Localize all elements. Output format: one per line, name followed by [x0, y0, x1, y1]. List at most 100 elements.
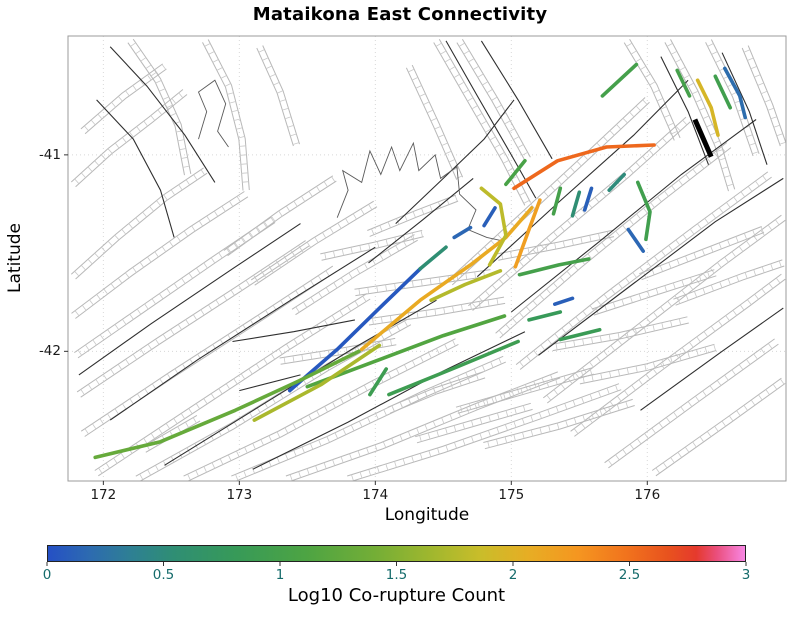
- fault-subsection-tick: [689, 341, 694, 348]
- fault-subsection-tick: [685, 174, 691, 180]
- fault-subsection-tick: [715, 59, 722, 63]
- fault-subsection-tick: [404, 320, 408, 327]
- fault-subsection-tick: [513, 421, 517, 428]
- fault-subsection-tick: [178, 184, 183, 191]
- fault-subsection-tick: [102, 374, 108, 380]
- fault-subsection-tick: [497, 412, 500, 420]
- fault-subsection-tick: [591, 412, 594, 419]
- fault-subsection-tick: [635, 58, 642, 63]
- fault-subsection-tick: [513, 434, 516, 441]
- fault-subsection-tick: [230, 289, 235, 296]
- fault-subsection-tick: [560, 225, 565, 232]
- rupture-segment: [452, 225, 473, 240]
- fault-subsection-tick: [180, 413, 186, 420]
- fault-subsection-tick: [427, 432, 431, 440]
- fault-subsection-tick: [568, 322, 574, 328]
- fault-subsection-tick: [706, 157, 712, 164]
- fault-subsection-tick: [241, 172, 249, 174]
- fault-subsection-tick: [533, 350, 539, 356]
- fault-band-edge: [673, 259, 783, 300]
- fault-subsection-tick: [308, 329, 314, 336]
- fault-subsection-tick: [693, 252, 697, 259]
- fault-subsection-tick: [539, 294, 545, 300]
- coastline: [336, 141, 505, 242]
- fault-subsection-tick: [711, 51, 718, 55]
- fault-subsection-tick: [333, 282, 338, 289]
- fault-subsection-tick: [371, 228, 375, 235]
- fault-subsection-tick: [375, 413, 379, 420]
- fault-subsection-tick: [582, 376, 585, 384]
- fault-subsection-tick: [350, 247, 353, 254]
- rupture-segment: [252, 343, 382, 422]
- fault-subsection-tick: [408, 68, 415, 73]
- fault-subsection-tick: [395, 245, 400, 252]
- fault-subsection-tick: [702, 273, 708, 279]
- fault-subsection-tick: [347, 305, 352, 312]
- fault-subsection-tick: [299, 246, 304, 253]
- fault-subsection-tick: [527, 247, 530, 255]
- fault-subsection-tick: [295, 306, 300, 313]
- fault-subsection-tick: [653, 312, 658, 318]
- colorbar-tick-label: 1: [275, 567, 285, 583]
- fault-subsection-tick: [472, 65, 479, 70]
- fault-subsection-tick: [615, 230, 620, 237]
- fault-subsection-tick: [545, 244, 548, 251]
- fault-subsection-tick: [676, 258, 680, 266]
- fault-subsection-tick: [407, 431, 412, 438]
- fault-band-edge: [639, 226, 762, 275]
- fault-subsection-tick: [645, 317, 651, 324]
- fault-subsection-tick: [197, 353, 202, 360]
- fault-subsection-tick: [284, 427, 289, 434]
- fault-subsection-tick: [202, 438, 207, 445]
- fault-subsection-tick: [710, 132, 717, 136]
- fault-subsection-tick: [203, 398, 208, 405]
- fault-band-edge: [350, 389, 622, 481]
- fault-subsection-tick: [263, 221, 269, 227]
- fault-subsection-tick: [420, 230, 423, 237]
- fault-subsection-tick: [231, 109, 239, 113]
- fault-subsection-tick: [331, 176, 336, 183]
- fault-subsection-tick: [236, 196, 241, 202]
- colorbar-tick-label: 1.5: [385, 567, 408, 583]
- fault-subsection-tick: [496, 298, 499, 305]
- fault-subsection-tick: [357, 450, 361, 457]
- fault-subsection-tick: [546, 380, 549, 388]
- fault-subsection-tick: [107, 240, 113, 247]
- fault-subsection-tick: [580, 208, 586, 215]
- fault-subsection-tick: [530, 203, 536, 210]
- colorbar-tick-label: 0: [42, 567, 52, 583]
- fault-subsection-tick: [360, 208, 365, 215]
- fault-subsection-tick: [278, 348, 283, 355]
- fault-subsection-tick: [219, 458, 224, 465]
- fault-subsection-tick: [618, 283, 623, 289]
- fault-band-edge: [651, 377, 782, 471]
- fault-subsection-tick: [752, 229, 756, 237]
- fault-subsection-tick: [261, 272, 267, 278]
- fault-band-edge: [94, 293, 368, 471]
- fault-subsection-tick: [550, 185, 556, 191]
- fault-subsection-tick: [761, 288, 767, 295]
- fault-subsection-tick: [530, 415, 534, 422]
- fault-subsection-tick: [581, 397, 585, 404]
- fault-subsection-tick: [206, 215, 211, 222]
- fault-subsection-tick: [145, 64, 152, 69]
- fault-trace: [445, 40, 537, 199]
- fault-subsection-tick: [350, 424, 355, 431]
- fault-subsection-tick: [681, 279, 685, 287]
- fault-subsection-tick: [233, 378, 238, 385]
- fault-subsection-tick: [554, 333, 560, 339]
- fault-subsection-tick: [675, 239, 681, 246]
- fault-subsection-tick: [643, 207, 648, 214]
- fault-subsection-tick: [117, 96, 123, 102]
- fault-subsection-tick: [589, 368, 593, 375]
- fault-subsection-tick: [477, 73, 484, 78]
- fault-subsection-tick: [487, 299, 490, 307]
- fault-subsection-tick: [661, 250, 666, 257]
- rupture-segment: [558, 327, 602, 342]
- fault-subsection-tick: [316, 410, 321, 417]
- fault-subsection-tick: [420, 279, 423, 286]
- fault-subsection-tick: [521, 151, 528, 156]
- fault-subsection-tick: [587, 253, 593, 260]
- fault-subsection-tick: [525, 306, 531, 312]
- fault-subsection-tick: [391, 438, 395, 445]
